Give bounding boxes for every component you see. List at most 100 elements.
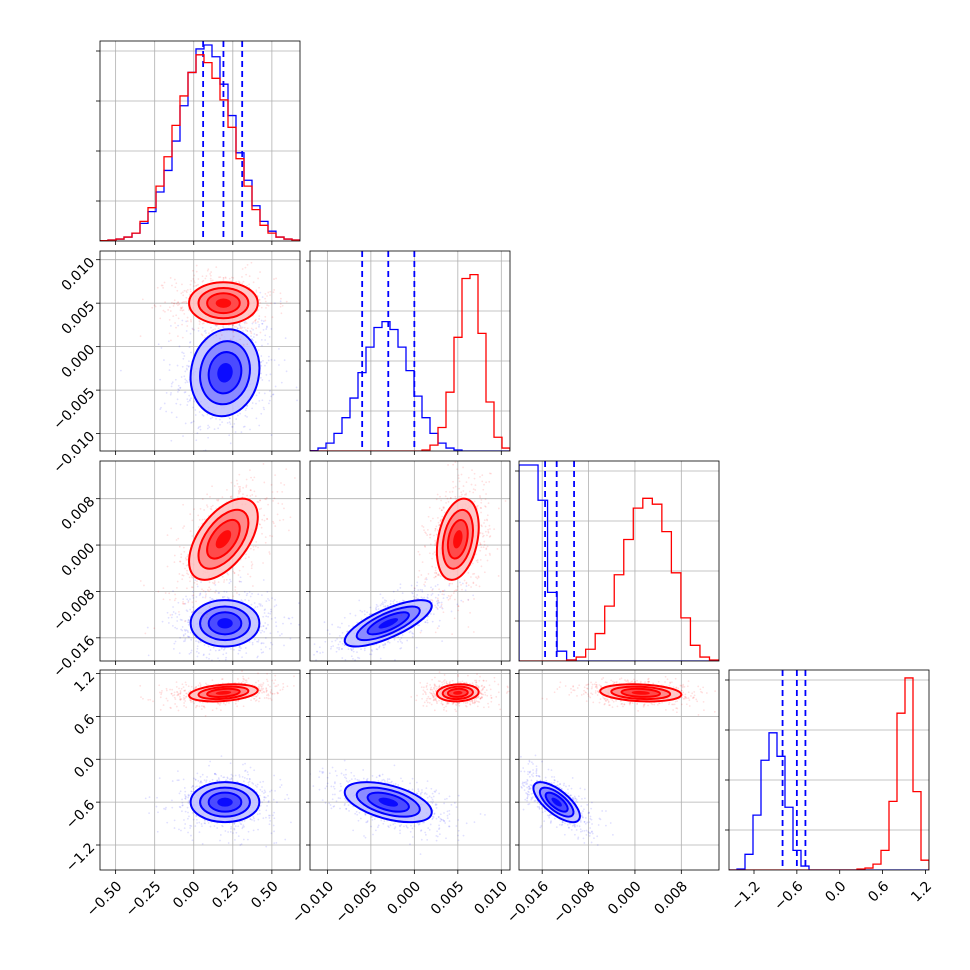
sample-point: [253, 695, 255, 698]
sample-point: [283, 359, 286, 362]
sample-point: [238, 569, 241, 572]
sample-point: [188, 309, 191, 312]
sample-point: [384, 642, 386, 645]
sample-point: [379, 593, 382, 596]
sample-point: [244, 769, 247, 772]
sample-point: [268, 823, 271, 826]
sample-point: [255, 327, 258, 330]
sample-point: [420, 629, 423, 632]
sample-point: [175, 539, 178, 541]
sample-point: [472, 582, 475, 585]
sample-point: [242, 763, 244, 766]
sample-point: [385, 600, 388, 602]
sample-point: [186, 288, 189, 291]
sample-point: [260, 338, 263, 341]
sample-point: [221, 496, 224, 499]
sample-point: [238, 281, 241, 284]
sample-point: [175, 282, 178, 285]
panel-2-1: [306, 460, 511, 665]
sample-point: [336, 646, 339, 649]
sample-point: [195, 640, 197, 642]
sample-point: [235, 831, 238, 834]
sample-point: [172, 648, 175, 650]
sample-point: [389, 603, 392, 606]
y-tick-label: −0.008: [50, 586, 98, 634]
sample-point: [191, 586, 194, 589]
sample-point: [434, 527, 437, 530]
sample-point: [439, 590, 442, 593]
sample-point: [457, 609, 460, 612]
sample-point: [288, 529, 290, 532]
sample-point: [267, 359, 270, 362]
sample-point: [269, 373, 272, 376]
sample-point: [321, 651, 324, 654]
sample-point: [264, 608, 266, 611]
sample-point: [258, 318, 261, 320]
sample-point: [282, 622, 284, 625]
y-tick-label: 0.000: [59, 540, 99, 580]
sample-point: [176, 616, 179, 618]
sample-point: [222, 327, 225, 329]
sample-point: [208, 653, 211, 656]
sample-point: [418, 553, 421, 556]
sample-point: [177, 709, 180, 712]
sample-point: [186, 364, 188, 367]
sample-point: [177, 388, 180, 391]
sample-point: [375, 606, 378, 609]
sample-point: [412, 595, 415, 598]
sample-point: [188, 652, 191, 655]
sample-point: [194, 668, 196, 670]
sample-point: [187, 365, 190, 368]
sample-point: [173, 642, 176, 645]
sample-point: [193, 274, 196, 277]
sample-point: [363, 647, 366, 650]
sample-point: [238, 323, 241, 326]
sample-point: [384, 643, 387, 646]
contour-2: [207, 791, 243, 813]
sample-point: [182, 598, 185, 601]
sample-point: [431, 557, 433, 560]
sample-point: [245, 273, 248, 276]
sample-point: [208, 332, 210, 335]
sample-point: [240, 599, 243, 602]
sample-point: [179, 636, 182, 639]
sample-point: [479, 543, 482, 546]
sample-point: [181, 309, 184, 312]
sample-point: [265, 845, 268, 848]
sample-point: [217, 327, 220, 330]
sample-point: [259, 603, 262, 606]
sample-point: [241, 670, 243, 673]
sample-point: [262, 329, 265, 331]
sample-point: [452, 486, 455, 489]
sample-point: [399, 638, 401, 641]
sample-point: [179, 618, 182, 621]
sample-point: [246, 404, 249, 407]
sample-point: [275, 621, 277, 624]
sample-point: [436, 597, 439, 600]
sample-point: [240, 327, 243, 330]
sample-point: [176, 364, 179, 367]
sample-point: [465, 493, 467, 496]
sample-point: [440, 601, 443, 604]
sample-point: [240, 326, 242, 328]
sample-point: [192, 606, 194, 609]
sample-point: [480, 501, 483, 504]
sample-point: [474, 489, 477, 491]
sample-point: [211, 778, 214, 781]
sample-point: [275, 277, 277, 280]
sample-point: [229, 778, 231, 781]
sample-point: [119, 369, 122, 372]
sample-point: [262, 651, 265, 654]
sample-point: [437, 600, 440, 602]
sample-point: [233, 822, 236, 825]
sample-point: [181, 323, 183, 326]
sample-point: [280, 381, 283, 384]
sample-point: [233, 827, 236, 830]
sample-point: [240, 456, 242, 458]
sample-point: [386, 604, 389, 607]
sample-point: [263, 481, 266, 484]
sample-point: [261, 790, 264, 793]
sample-point: [197, 327, 200, 330]
sample-point: [184, 640, 187, 642]
sample-point: [166, 565, 169, 568]
